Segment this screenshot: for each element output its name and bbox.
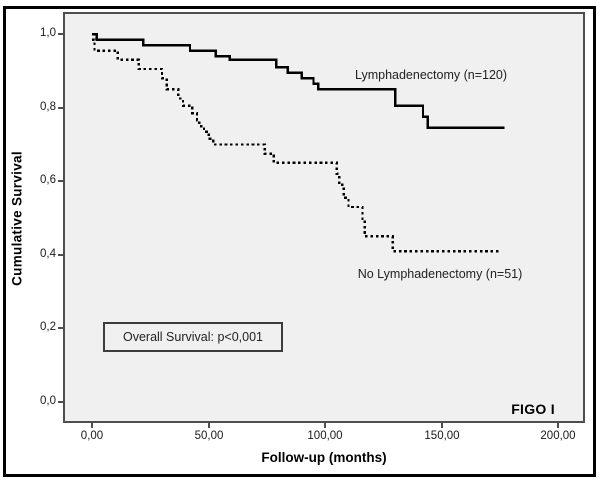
pvalue-text: Overall Survival: p<0,001 xyxy=(122,330,263,344)
y-tick-label: 0,0 xyxy=(40,395,56,407)
y-tick-label: 0,2 xyxy=(40,321,56,333)
x-tickmark xyxy=(91,423,93,428)
y-tickmark xyxy=(58,327,63,329)
figo-stage-label: FIGO I xyxy=(511,401,555,417)
pvalue-box: Overall Survival: p<0,001 xyxy=(103,322,283,352)
x-axis-title: Follow-up (months) xyxy=(261,450,387,465)
y-axis-title: Cumulative Survival xyxy=(9,151,25,286)
x-tickmark xyxy=(208,423,210,428)
y-tick-label: 1,0 xyxy=(40,27,56,39)
y-tick-label: 0,6 xyxy=(40,174,56,186)
series-label-no-lymphadenectomy: No Lymphadenectomy (n=51) xyxy=(357,267,523,281)
series-label-lymphadenectomy: Lymphadenectomy (n=120) xyxy=(354,68,508,82)
x-tick-label: 50,00 xyxy=(194,430,224,442)
y-tick-label: 0,4 xyxy=(40,248,56,260)
x-tickmark xyxy=(324,423,326,428)
x-tick-label: 0,00 xyxy=(80,430,104,442)
y-tickmark xyxy=(58,107,63,109)
x-tick-label: 150,00 xyxy=(424,430,460,442)
x-tickmark xyxy=(557,423,559,428)
y-tickmark xyxy=(58,254,63,256)
x-tickmark xyxy=(441,423,443,428)
y-tick-label: 0,8 xyxy=(40,101,56,113)
y-tickmark xyxy=(58,33,63,35)
y-tickmark xyxy=(58,401,63,403)
y-tickmark xyxy=(58,180,63,182)
x-tick-label: 200,00 xyxy=(540,430,576,442)
x-tick-label: 100,00 xyxy=(307,430,343,442)
